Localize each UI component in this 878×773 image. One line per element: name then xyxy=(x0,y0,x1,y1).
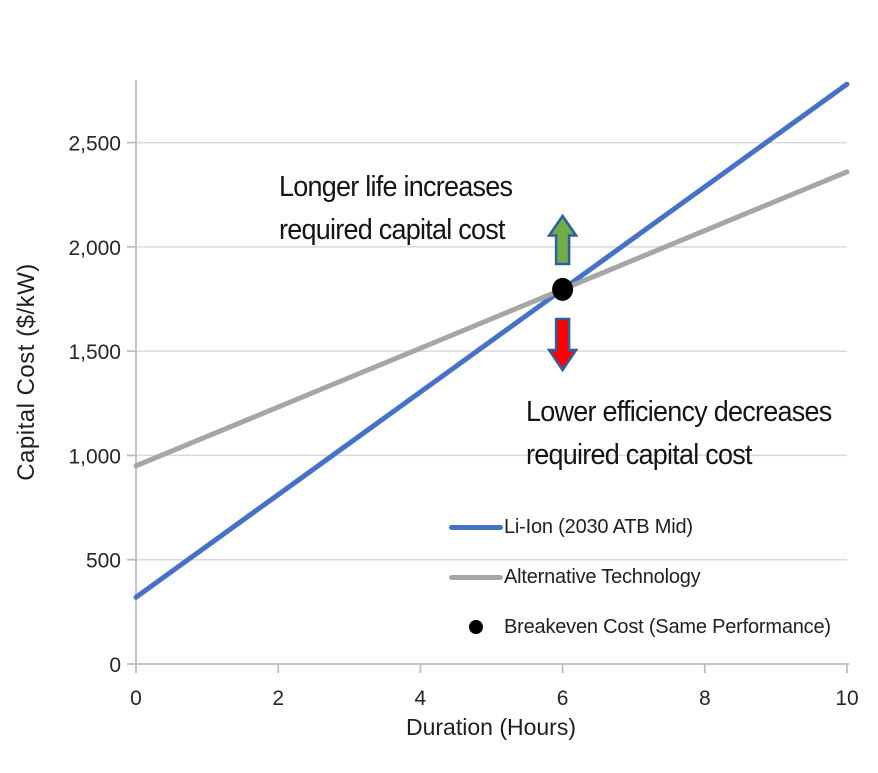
breakeven-point xyxy=(552,277,574,301)
x-tick-label: 8 xyxy=(699,687,711,710)
breakeven-swatch-column xyxy=(449,620,503,634)
legend-item-breakeven: Breakeven Cost (Same Performance) xyxy=(449,610,831,644)
annotation-longer-life-line2: required capital cost xyxy=(279,214,505,246)
green-up-arrow-icon xyxy=(546,213,579,266)
y-tick-label: 500 xyxy=(86,550,121,573)
legend-item-li-ion: Li-Ion (2030 ATB Mid) xyxy=(449,510,831,544)
x-tick-label: 6 xyxy=(557,687,569,710)
x-tick-label: 0 xyxy=(130,687,142,710)
y-tick-label: 1,500 xyxy=(68,341,121,364)
alternative-swatch-column xyxy=(449,574,503,580)
x-tick-label: 2 xyxy=(272,687,284,710)
y-tick-label: 2,500 xyxy=(68,133,121,156)
legend-label-li-ion: Li-Ion (2030 ATB Mid) xyxy=(504,515,693,538)
legend-item-alternative-technology: Alternative Technology xyxy=(449,560,831,594)
li-ion-line-swatch xyxy=(449,524,503,530)
alternative-technology-line xyxy=(133,169,850,469)
alternative-line-swatch xyxy=(449,574,503,580)
annotation-lower-efficiency-line2: required capital cost xyxy=(526,439,752,471)
x-tick-label: 4 xyxy=(415,687,427,710)
legend-label-breakeven: Breakeven Cost (Same Performance) xyxy=(504,615,831,638)
li-ion-swatch-column xyxy=(449,524,503,530)
red-down-arrow-icon xyxy=(546,317,579,373)
annotation-longer-life-line1: Longer life increases xyxy=(279,171,513,203)
y-tick-label: 0 xyxy=(109,654,121,677)
x-axis-title: Duration (Hours) xyxy=(406,714,576,740)
legend-label-alternative-technology: Alternative Technology xyxy=(504,565,701,588)
y-tick-label: 1,000 xyxy=(68,445,121,468)
breakeven-dot-swatch xyxy=(469,620,483,634)
annotation-lower-efficiency-line1: Lower efficiency decreases xyxy=(526,396,832,428)
annotation-lower-efficiency: Lower efficiency decreases required capi… xyxy=(526,391,832,477)
x-tick-label: 10 xyxy=(835,687,858,710)
y-tick-label: 2,000 xyxy=(68,237,121,260)
annotation-longer-life: Longer life increases required capital c… xyxy=(279,166,513,252)
y-axis-title: Capital Cost ($/kW) xyxy=(13,263,40,481)
li-ion-2030-atb-mid-line xyxy=(133,81,850,600)
legend: Li-Ion (2030 ATB Mid) Alternative Techno… xyxy=(449,510,831,644)
